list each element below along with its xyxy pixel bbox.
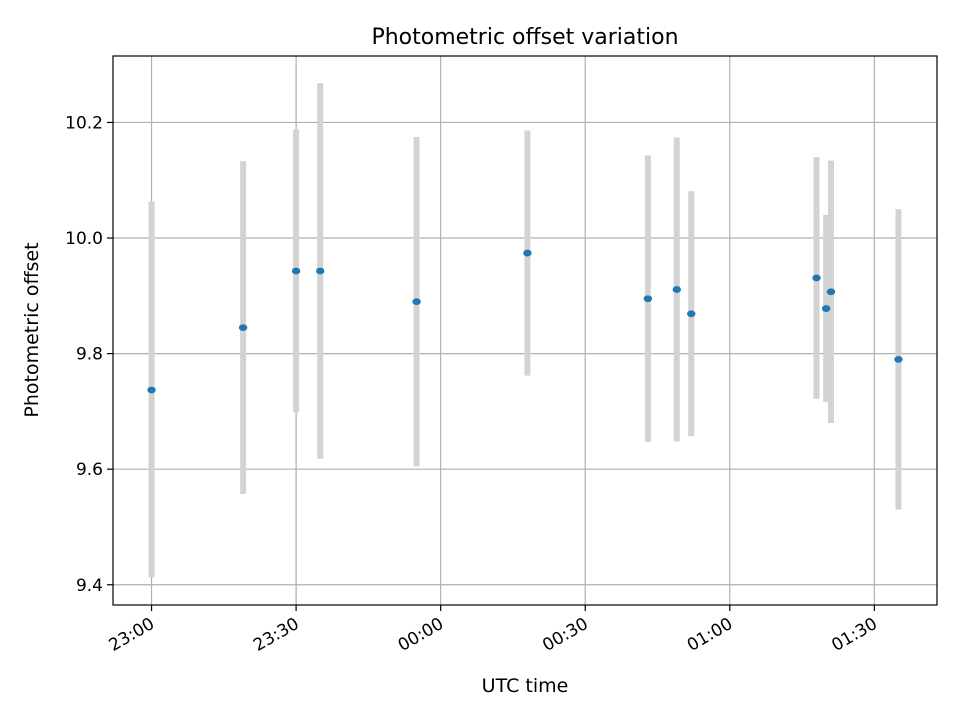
data-point [238,324,248,332]
data-points [147,249,903,394]
y-tick-label: 10.2 [65,113,103,133]
data-point [147,386,156,394]
y-tick-label: 9.4 [76,576,103,596]
plot-frame [112,55,938,606]
y-axis-label: Photometric offset [21,242,43,417]
data-point [826,288,836,296]
data-point [894,355,903,363]
data-point [643,295,653,303]
data-point [412,298,421,306]
data-point [672,286,681,293]
data-point [291,267,301,275]
chart-title: Photometric offset variation [371,25,678,50]
data-point [821,305,831,312]
x-axis-label: UTC time [482,675,569,697]
y-tick-label: 9.8 [76,345,103,365]
y-tick-label: 10.0 [65,229,103,249]
y-tick-label: 9.6 [76,460,103,480]
data-point [523,249,532,257]
data-point [316,267,325,275]
data-point [687,310,696,318]
data-point [812,274,821,282]
